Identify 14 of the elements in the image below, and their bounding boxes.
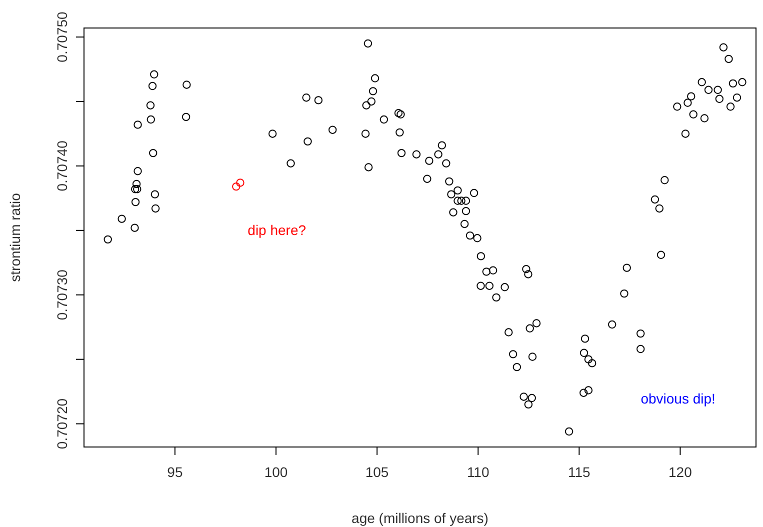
- x-axis-title: age (millions of years): [352, 510, 488, 526]
- y-tick-label: 0.70730: [54, 269, 70, 320]
- x-tick-label: 110: [466, 464, 490, 480]
- x-tick-label: 115: [568, 464, 591, 480]
- annotation: obvious dip!: [640, 390, 716, 407]
- annotation: dip here?: [248, 222, 306, 238]
- y-tick-label: 0.70720: [54, 398, 70, 450]
- x-tick-label: 120: [668, 464, 692, 480]
- x-tick-label: 105: [365, 464, 389, 480]
- y-tick-label: 0.70740: [54, 140, 70, 192]
- x-tick-label: 95: [167, 464, 183, 480]
- x-tick-label: 100: [264, 464, 288, 480]
- y-tick-label: 0.70750: [54, 12, 70, 62]
- y-axis-title: strontium ratio: [7, 192, 23, 282]
